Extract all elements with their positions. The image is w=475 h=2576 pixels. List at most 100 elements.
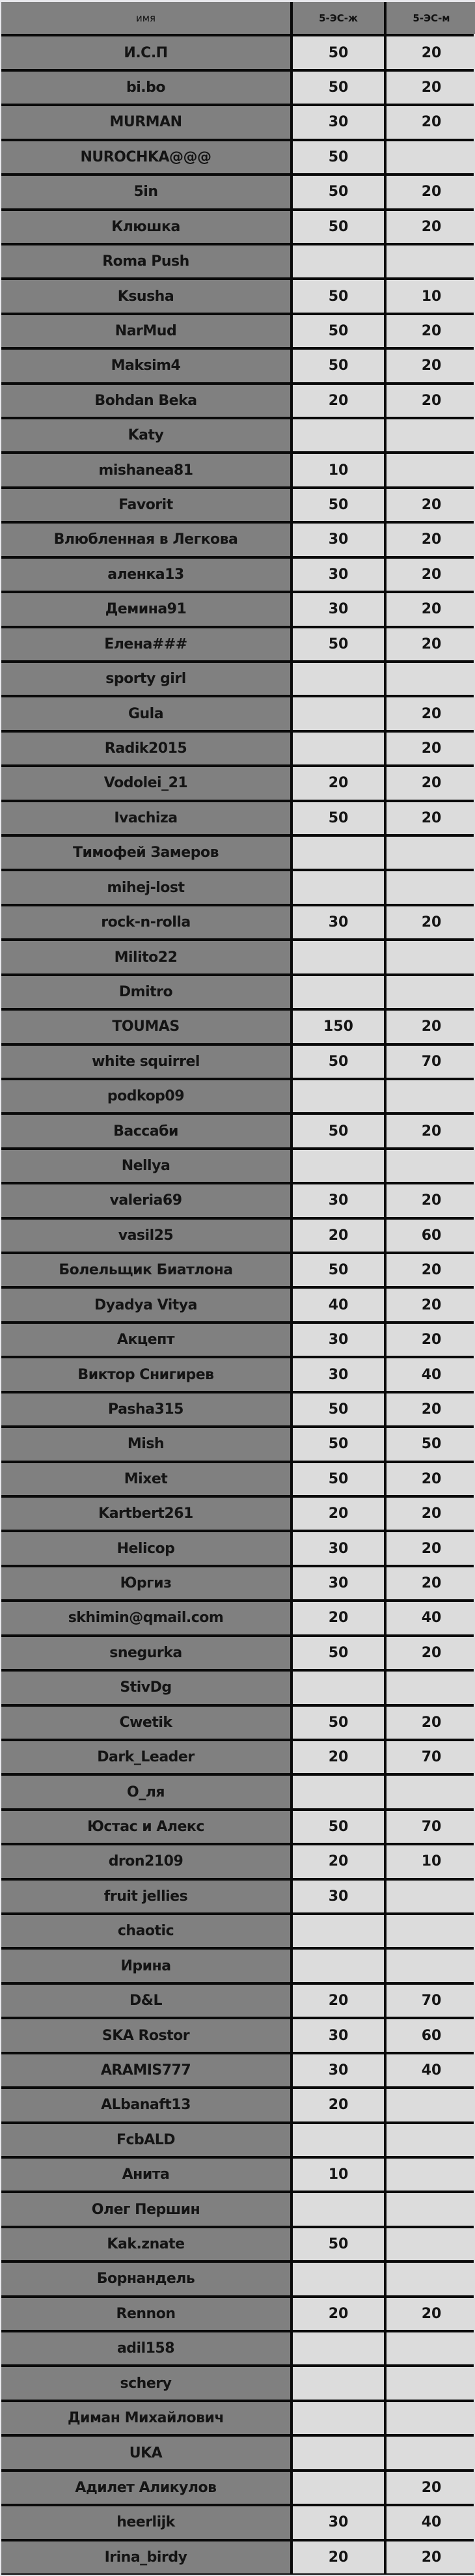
value-5es-zh-cell [293, 2437, 384, 2469]
name-cell: NarMud [1, 315, 290, 348]
value-5es-zh-cell [293, 2401, 384, 2435]
value-5es-zh-cell: 50 [293, 141, 384, 174]
name-cell: white squirrel [1, 1045, 290, 1078]
value-5es-m-cell [387, 837, 475, 869]
value-5es-zh-cell: 20 [293, 384, 384, 417]
value-5es-zh-cell [293, 1672, 384, 1704]
value-5es-m-cell: 20 [387, 2541, 475, 2573]
value-5es-m-cell: 20 [387, 628, 475, 660]
name-cell: Kartbert261 [1, 1498, 290, 1530]
name-cell: Виктор Снигирев [1, 1358, 290, 1391]
value-5es-m-cell [387, 1080, 475, 1113]
value-5es-zh-cell: 50 [293, 1254, 384, 1287]
value-5es-zh-cell: 50 [293, 628, 384, 660]
value-5es-zh-cell: 50 [293, 1706, 384, 1739]
value-5es-m-cell [387, 141, 475, 174]
value-5es-zh-cell: 50 [293, 315, 384, 348]
name-cell: Dyadya Vitya [1, 1289, 290, 1321]
name-cell: Dark_Leader [1, 1741, 290, 1774]
value-5es-zh-cell [293, 1149, 384, 1183]
value-5es-zh-cell [293, 2471, 384, 2504]
value-5es-zh-cell [293, 837, 384, 869]
name-cell: snegurka [1, 1636, 290, 1670]
value-5es-zh-cell: 30 [293, 2506, 384, 2539]
name-cell: skhimin@qmail.com [1, 1602, 290, 1634]
value-5es-m-cell [387, 245, 475, 278]
value-5es-m-cell: 20 [387, 1532, 475, 1565]
name-cell: bi.bo [1, 71, 290, 104]
value-5es-zh-cell: 30 [293, 1532, 384, 1565]
value-5es-zh-cell: 20 [293, 2089, 384, 2121]
value-5es-m-cell [387, 2263, 475, 2295]
value-5es-m-cell: 20 [387, 697, 475, 730]
name-cell: Тимофей Замеров [1, 837, 290, 869]
value-5es-m-cell [387, 871, 475, 904]
value-5es-m-cell: 20 [387, 1289, 475, 1321]
name-cell: podkop09 [1, 1080, 290, 1113]
name-cell: Radik2015 [1, 732, 290, 765]
value-5es-m-cell [387, 1950, 475, 1982]
name-cell: Milito22 [1, 941, 290, 973]
value-5es-m-cell: 20 [387, 732, 475, 765]
value-5es-m-cell [387, 662, 475, 695]
name-cell: rock-n-rolla [1, 906, 290, 939]
value-5es-zh-cell: 50 [293, 210, 384, 243]
name-cell: Вассаби [1, 1115, 290, 1147]
value-5es-zh-cell: 30 [293, 2019, 384, 2052]
name-cell: Kak.znate [1, 2228, 290, 2261]
value-5es-m-cell: 20 [387, 106, 475, 139]
value-5es-m-cell: 20 [387, 1393, 475, 1426]
value-5es-zh-cell: 20 [293, 2297, 384, 2331]
value-5es-zh-cell: 30 [293, 906, 384, 939]
value-5es-zh-cell [293, 2332, 384, 2365]
value-5es-zh-cell: 20 [293, 2541, 384, 2573]
name-cell: UKA [1, 2437, 290, 2469]
value-5es-m-cell: 10 [387, 280, 475, 313]
value-5es-m-cell [387, 941, 475, 973]
name-cell: Борнандель [1, 2263, 290, 2295]
name-cell: dron2109 [1, 1845, 290, 1878]
value-5es-zh-cell: 10 [293, 2158, 384, 2191]
value-5es-m-cell: 20 [387, 1254, 475, 1287]
value-5es-m-cell [387, 419, 475, 452]
value-5es-m-cell [387, 2367, 475, 2400]
value-5es-zh-cell: 50 [293, 1810, 384, 1843]
name-cell: Олег Першин [1, 2193, 290, 2226]
value-5es-m-cell: 20 [387, 802, 475, 835]
name-cell: valeria69 [1, 1184, 290, 1217]
name-cell: Katy [1, 419, 290, 452]
value-5es-m-cell [387, 2401, 475, 2435]
name-cell: Адилет Аликулов [1, 2471, 290, 2504]
value-5es-m-cell: 70 [387, 1741, 475, 1774]
value-5es-zh-cell: 20 [293, 1845, 384, 1878]
value-5es-m-cell: 20 [387, 767, 475, 800]
value-5es-zh-cell: 50 [293, 280, 384, 313]
value-5es-m-cell: 70 [387, 1810, 475, 1843]
name-cell: Демина91 [1, 593, 290, 626]
name-cell: Ирина [1, 1950, 290, 1982]
value-5es-zh-cell: 50 [293, 1428, 384, 1461]
value-5es-m-cell: 40 [387, 1358, 475, 1391]
name-cell: Ivachiza [1, 802, 290, 835]
value-5es-m-cell: 20 [387, 2297, 475, 2331]
value-5es-zh-cell [293, 2123, 384, 2156]
value-5es-m-cell: 40 [387, 2054, 475, 2087]
value-5es-zh-cell [293, 1776, 384, 1808]
value-5es-zh-cell: 30 [293, 1880, 384, 1913]
value-5es-zh-cell: 50 [293, 1463, 384, 1495]
value-5es-m-cell: 60 [387, 1219, 475, 1252]
value-5es-m-cell: 20 [387, 350, 475, 382]
value-5es-m-cell [387, 2228, 475, 2261]
name-cell: Bohdan Beka [1, 384, 290, 417]
value-5es-m-cell [387, 975, 475, 1009]
value-5es-m-cell [387, 1915, 475, 1948]
value-5es-m-cell: 60 [387, 2019, 475, 2052]
value-5es-zh-cell: 50 [293, 488, 384, 522]
value-5es-m-cell: 20 [387, 1463, 475, 1495]
value-5es-m-cell: 20 [387, 210, 475, 243]
name-cell: FcbALD [1, 2123, 290, 2156]
name-cell: sporty girl [1, 662, 290, 695]
name-cell: StivDg [1, 1672, 290, 1704]
value-5es-m-cell: 20 [387, 315, 475, 348]
value-5es-zh-cell: 10 [293, 454, 384, 486]
